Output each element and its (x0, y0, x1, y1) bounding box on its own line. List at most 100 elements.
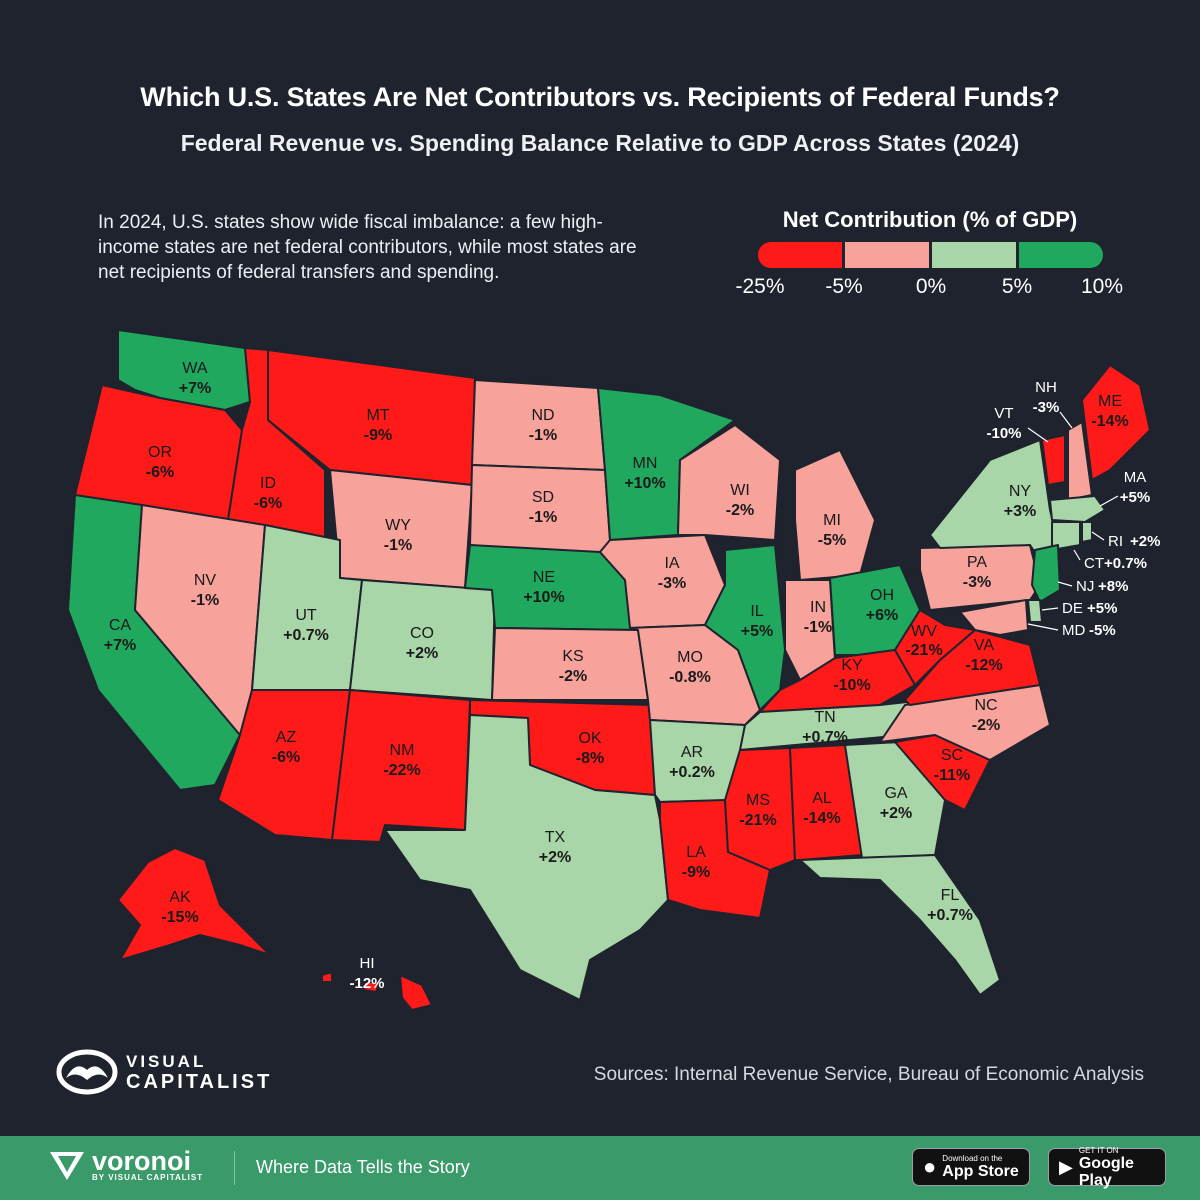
svg-text:CA: CA (109, 617, 132, 634)
label-CO: CO +2% (406, 625, 438, 662)
svg-text:NY: NY (1009, 483, 1032, 500)
label-DE: DE +5% (1041, 600, 1117, 617)
label-NH: NH -3% (1033, 379, 1073, 429)
svg-text:LA: LA (686, 844, 706, 861)
svg-text:SD: SD (532, 489, 554, 506)
svg-text:-5%: -5% (1089, 622, 1116, 639)
label-IN: IN -1% (804, 599, 832, 636)
legend-bar (758, 242, 1103, 268)
label-IL: IL +5% (741, 603, 773, 640)
label-ME: ME -14% (1091, 393, 1128, 430)
svg-text:AZ: AZ (276, 729, 297, 746)
svg-text:CO: CO (410, 625, 434, 642)
svg-text:KY: KY (841, 657, 863, 674)
svg-text:NE: NE (533, 569, 555, 586)
label-CA: CA +7% (104, 617, 136, 654)
state-ND (471, 379, 606, 471)
svg-text:AK: AK (169, 889, 191, 906)
brand-capitalist-text: CAPITALIST (126, 1071, 273, 1093)
svg-text:-1%: -1% (804, 619, 832, 636)
svg-text:AR: AR (681, 744, 703, 761)
svg-text:+0.7%: +0.7% (283, 627, 329, 644)
label-NE: NE +10% (523, 569, 564, 606)
label-LA: LA -9% (682, 844, 710, 881)
state-AL (789, 744, 863, 861)
state-HI-1 (321, 971, 333, 983)
app-store-big: App Store (942, 1163, 1019, 1180)
svg-text:VT: VT (994, 405, 1013, 422)
svg-text:+2%: +2% (880, 805, 912, 822)
svg-text:+2%: +2% (1130, 533, 1160, 550)
label-NJ: NJ +8% (1057, 578, 1128, 595)
state-RI (1081, 521, 1093, 543)
apple-icon: ● (923, 1154, 937, 1179)
svg-text:OK: OK (578, 730, 601, 747)
svg-text:+10%: +10% (624, 475, 665, 492)
svg-text:-15%: -15% (161, 909, 198, 926)
label-CT: CT +0.7% (1073, 549, 1147, 572)
svg-text:MI: MI (823, 512, 841, 529)
state-NH (1067, 421, 1093, 501)
svg-text:-1%: -1% (529, 509, 557, 526)
voronoi-logo[interactable]: voronoi BY VISUAL CAPITALIST (48, 1147, 203, 1182)
chart-title: Which U.S. States Are Net Contributors v… (140, 82, 1060, 112)
svg-text:RI: RI (1108, 533, 1123, 550)
state-NY (929, 439, 1061, 561)
svg-text:-3%: -3% (1033, 399, 1060, 416)
svg-text:-11%: -11% (934, 767, 970, 784)
label-NC: NC -2% (972, 697, 1000, 734)
svg-text:-5%: -5% (818, 532, 846, 549)
svg-text:+10%: +10% (523, 589, 564, 606)
svg-text:-9%: -9% (364, 427, 392, 444)
svg-text:DE: DE (1062, 600, 1083, 617)
google-play-button[interactable]: ▶ GET IT ON Google Play (1048, 1146, 1166, 1189)
svg-text:-2%: -2% (972, 717, 1000, 734)
svg-text:NV: NV (194, 572, 217, 589)
state-MD (959, 599, 1029, 636)
legend-tick: -5% (825, 275, 863, 298)
svg-text:-14%: -14% (803, 810, 840, 827)
svg-text:IL: IL (750, 603, 763, 620)
svg-text:-8%: -8% (576, 750, 604, 767)
svg-text:TN: TN (814, 709, 835, 726)
legend-tick: 5% (1001, 275, 1033, 298)
svg-text:-1%: -1% (384, 537, 412, 554)
label-KS: KS -2% (559, 648, 587, 685)
legend-tick: -25% (735, 275, 785, 298)
svg-text:-3%: -3% (963, 574, 991, 591)
state-HI-2 (363, 981, 381, 993)
state-AK (117, 847, 271, 961)
legend-swatch-strong-negative (758, 242, 842, 268)
svg-text:+5%: +5% (741, 623, 773, 640)
svg-text:+0.2%: +0.2% (669, 764, 715, 781)
state-ME (1081, 364, 1151, 481)
label-NY: NY +3% (1004, 483, 1036, 520)
svg-text:+3%: +3% (1004, 503, 1036, 520)
svg-text:CT: CT (1084, 555, 1104, 572)
legend-title: Net Contribution (% of GDP) (782, 207, 1078, 232)
state-VT (1041, 434, 1066, 486)
label-SD: SD -1% (529, 489, 557, 526)
label-WA: WA +7% (179, 360, 211, 397)
svg-text:TX: TX (545, 829, 566, 846)
leader-NJ (1057, 581, 1073, 587)
svg-text:-6%: -6% (272, 749, 300, 766)
svg-text:IN: IN (810, 599, 826, 616)
svg-text:ME: ME (1098, 393, 1122, 410)
label-HI: HI -12% (349, 955, 384, 992)
legend-swatch-mild-positive (932, 242, 1016, 268)
svg-text:GA: GA (884, 785, 907, 802)
label-IA: IA -3% (658, 555, 686, 592)
svg-text:MS: MS (746, 792, 770, 809)
label-OK: OK -8% (576, 730, 604, 767)
google-play-big: Google Play (1078, 1154, 1134, 1189)
svg-text:-3%: -3% (658, 575, 686, 592)
footer-divider (234, 1151, 235, 1185)
label-KY: KY -10% (833, 657, 870, 694)
label-VA: VA -12% (965, 637, 1002, 674)
label-SC: SC -11% (934, 747, 970, 784)
leader-MA (1099, 495, 1119, 507)
app-store-button[interactable]: ● Download on the App Store (912, 1148, 1030, 1186)
google-play-icon: ▶ (1059, 1156, 1073, 1177)
svg-text:+6%: +6% (866, 607, 898, 624)
